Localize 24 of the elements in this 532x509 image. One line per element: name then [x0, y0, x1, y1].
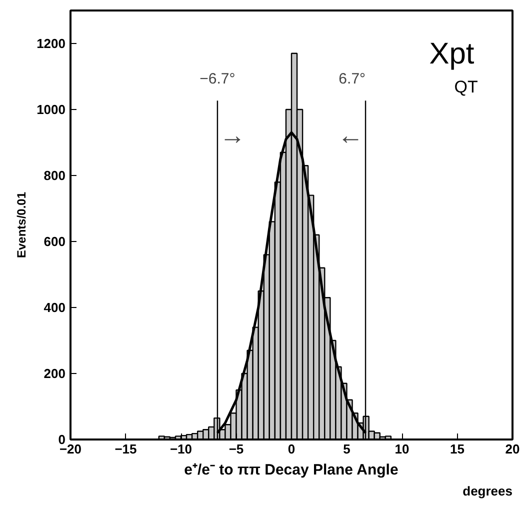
text: degrees [462, 484, 513, 498]
y-tick-label: 400 [44, 300, 66, 315]
annotation: Xpt [429, 38, 475, 71]
x-tick-label: −15 [114, 442, 137, 456]
annotation: ← [338, 120, 364, 150]
annotation: → [219, 120, 246, 150]
y-tick-label: 200 [44, 366, 66, 381]
x-tick-label: 10 [394, 442, 410, 456]
y-tick-label: 1200 [36, 36, 66, 51]
x-tick-label: 5 [343, 442, 350, 456]
ref-line-label: −6.7° [200, 70, 236, 88]
x-tick-label: 0 [288, 442, 296, 456]
y-tick-label: 600 [44, 234, 66, 249]
x-tick-label: −10 [170, 442, 192, 456]
x-tick-label: 20 [505, 442, 520, 456]
x-tick-label: −5 [228, 442, 244, 456]
ref-line-label: 6.7° [338, 70, 366, 88]
y-axis-title: Events/0.01 [14, 192, 29, 258]
annotation: QT [454, 77, 478, 96]
x-axis-title: e⁺/e⁻ to ππ Decay Plane Angle [184, 462, 398, 478]
y-tick-label: 1000 [36, 102, 66, 117]
x-tick-label: 15 [450, 442, 464, 456]
y-tick-label: 0 [58, 432, 66, 447]
y-tick-label: 800 [44, 168, 66, 183]
